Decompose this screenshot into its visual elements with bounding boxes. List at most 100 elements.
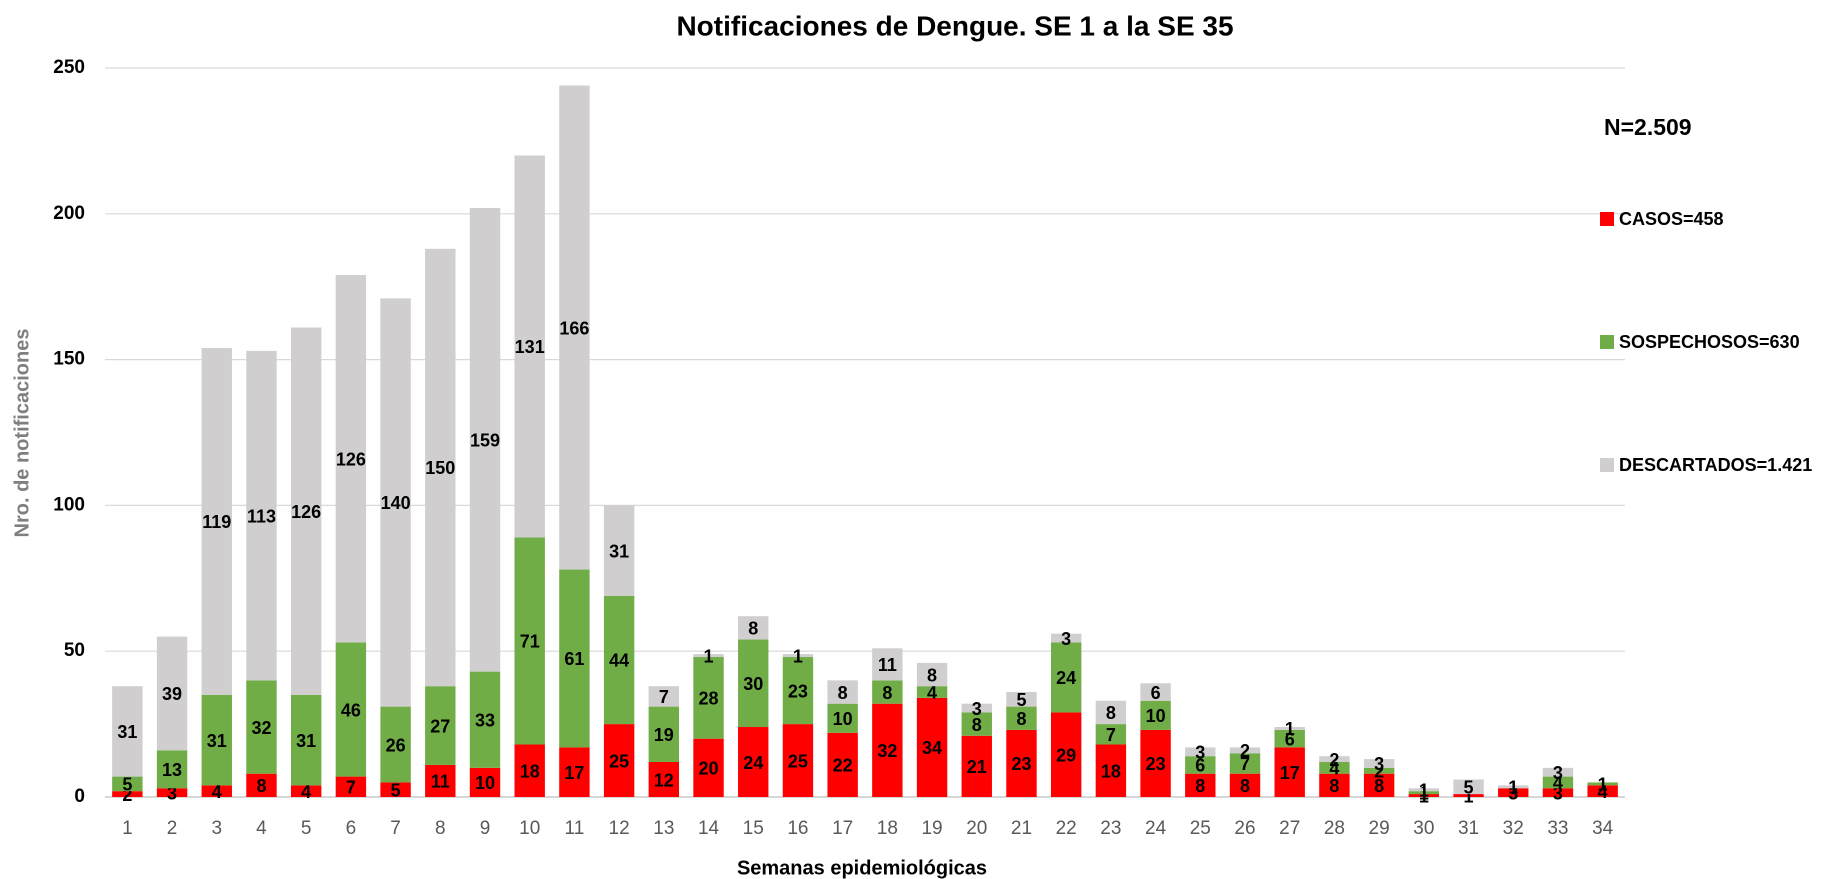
x-tick-label: 25 — [1190, 818, 1211, 839]
bar-segment — [335, 642, 367, 777]
bar-segment — [335, 275, 367, 643]
bar-segment — [872, 680, 903, 704]
value-label: 61 — [564, 649, 584, 669]
bar-segment — [201, 347, 232, 695]
value-label: 32 — [251, 718, 271, 738]
bar-segment — [827, 732, 858, 797]
value-label: 24 — [1056, 668, 1076, 688]
bar-segment — [1006, 692, 1037, 707]
value-label: 25 — [788, 751, 808, 771]
value-label: 8 — [1195, 776, 1205, 796]
value-label: 30 — [743, 674, 763, 694]
value-label: 150 — [425, 458, 455, 478]
bar-segment — [1587, 785, 1618, 797]
bar-segment — [961, 703, 992, 713]
value-label: 17 — [1280, 763, 1300, 783]
bar-segment — [1185, 747, 1216, 757]
value-label: 23 — [1011, 754, 1031, 774]
bar-segment — [1498, 788, 1529, 797]
value-label: 1 — [1419, 780, 1429, 800]
value-label: 13 — [162, 760, 182, 780]
bar-segment — [425, 248, 456, 687]
bar-segment — [603, 595, 635, 725]
x-tick-label: 12 — [609, 818, 630, 839]
bar-segment — [1542, 767, 1574, 777]
value-label: 10 — [475, 773, 495, 793]
value-label: 8 — [972, 715, 982, 735]
bar-segment — [246, 350, 277, 681]
y-tick-label: 0 — [74, 786, 85, 807]
bar-segment — [112, 686, 143, 777]
value-label: 3 — [1061, 629, 1071, 649]
value-label: 23 — [1146, 754, 1166, 774]
value-label: 3 — [167, 783, 177, 803]
bar-segment — [738, 616, 769, 640]
value-label: 21 — [967, 757, 987, 777]
value-label: 3 — [1553, 763, 1563, 783]
bar-segment — [1363, 773, 1395, 797]
value-label: 1 — [1419, 786, 1429, 806]
value-label: 5 — [1016, 690, 1026, 710]
bar-segment — [112, 791, 143, 797]
x-tick-label: 28 — [1324, 818, 1345, 839]
legend-label: CASOS=458 — [1619, 209, 1724, 229]
x-tick-label: 2 — [167, 818, 178, 839]
x-tick-label: 8 — [435, 818, 446, 839]
value-label: 7 — [659, 687, 669, 707]
value-label: 140 — [381, 493, 411, 513]
value-label: 39 — [162, 684, 182, 704]
value-label: 7 — [346, 778, 356, 798]
value-label: 6 — [1151, 683, 1161, 703]
x-tick-label: 30 — [1413, 818, 1434, 839]
bar-segment — [1274, 729, 1305, 748]
bar-segment — [425, 686, 456, 765]
value-label: 8 — [838, 683, 848, 703]
value-label: 46 — [341, 700, 361, 720]
bar-segment — [738, 727, 769, 797]
bar-segment — [380, 298, 411, 707]
bar-segment — [1274, 727, 1305, 730]
value-label: 11 — [878, 655, 897, 675]
value-label: 1 — [1508, 778, 1518, 798]
legend-label: SOSPECHOSOS=630 — [1619, 332, 1800, 352]
x-tick-label: 19 — [921, 818, 942, 839]
bar-segment — [916, 686, 948, 698]
bar-segment — [246, 773, 277, 797]
value-label: 2 — [1240, 741, 1250, 761]
x-tick-label: 15 — [743, 818, 764, 839]
value-label: 44 — [609, 651, 629, 671]
bar-segment — [290, 694, 322, 786]
value-label: 1 — [1598, 775, 1608, 795]
x-tick-label: 29 — [1369, 818, 1390, 839]
value-label: 23 — [788, 681, 808, 701]
value-label: 6 — [1285, 729, 1295, 749]
bar-segment — [961, 735, 992, 797]
bar-segment — [827, 703, 858, 733]
value-label: 33 — [475, 710, 495, 730]
bar-segment — [1319, 762, 1350, 774]
bar-segment — [559, 85, 590, 570]
value-label: 29 — [1056, 745, 1076, 765]
value-label: 4 — [1553, 773, 1563, 793]
bar-segment — [693, 654, 724, 658]
bar-segment — [156, 750, 188, 789]
value-label: 8 — [927, 665, 937, 685]
x-tick-label: 9 — [480, 818, 491, 839]
legend-label: DESCARTADOS=1.421 — [1619, 455, 1812, 475]
x-tick-label: 27 — [1279, 818, 1300, 839]
x-tick-label: 3 — [211, 818, 222, 839]
value-label: 4 — [927, 683, 937, 703]
value-label: 2 — [1374, 762, 1384, 782]
value-label: 7 — [1240, 754, 1250, 774]
x-tick-label: 20 — [966, 818, 987, 839]
value-label: 131 — [515, 337, 545, 357]
value-label: 26 — [386, 735, 406, 755]
bar-segment — [112, 776, 143, 792]
value-label: 8 — [1240, 776, 1250, 796]
value-label: 18 — [520, 762, 540, 782]
bar-segment — [1363, 767, 1395, 774]
value-label: 8 — [882, 683, 892, 703]
value-label: 4 — [1598, 782, 1608, 802]
bar-segment — [648, 706, 680, 763]
x-tick-label: 17 — [832, 818, 853, 839]
